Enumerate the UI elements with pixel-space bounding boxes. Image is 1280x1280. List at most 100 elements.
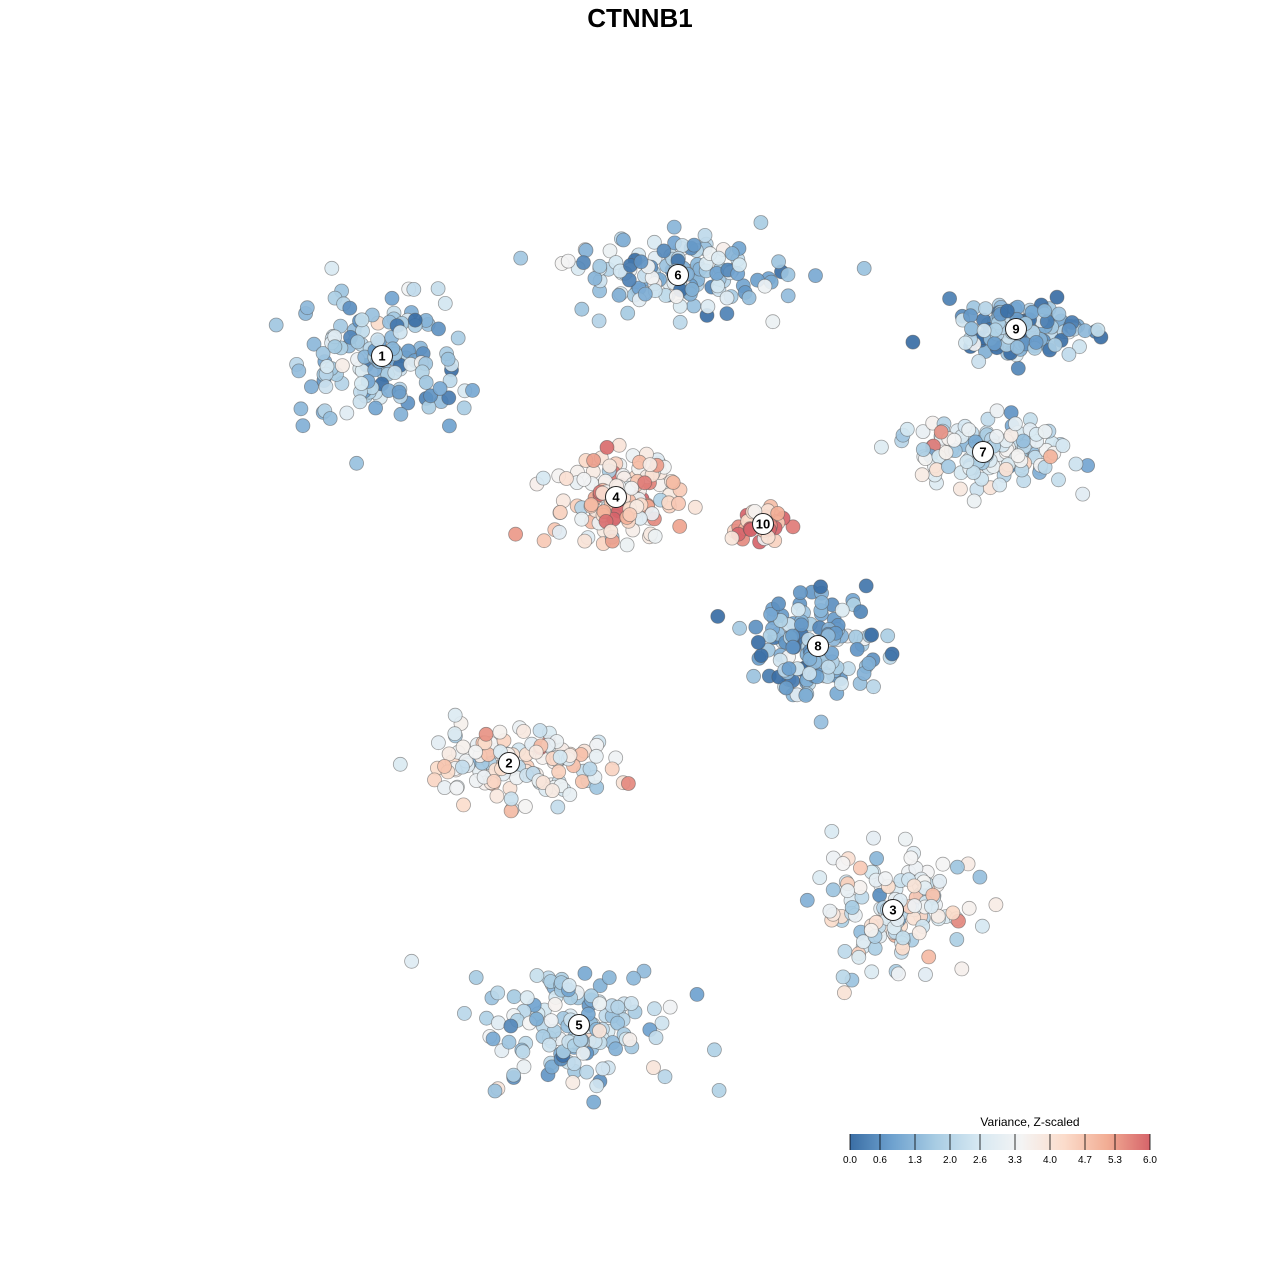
data-point: [724, 530, 740, 546]
data-point: [949, 932, 965, 947]
cluster-label-badge: [882, 899, 904, 921]
data-point: [648, 1030, 664, 1045]
data-point: [468, 970, 484, 985]
data-point: [608, 1041, 623, 1057]
cluster-label-text: 10: [756, 517, 770, 532]
cluster-label-badge: [371, 345, 393, 367]
data-point: [1009, 339, 1025, 355]
legend-tick-label: 2.0: [943, 1155, 957, 1166]
data-point: [684, 281, 700, 297]
data-point: [837, 944, 853, 959]
data-point: [719, 290, 735, 306]
data-point: [354, 376, 369, 391]
data-point: [535, 470, 551, 486]
data-point: [835, 856, 851, 871]
data-point: [903, 850, 919, 866]
data-point: [454, 759, 470, 775]
data-point: [942, 291, 957, 307]
data-point: [821, 659, 836, 675]
data-point: [624, 480, 639, 496]
data-point: [1010, 360, 1026, 376]
data-point: [303, 379, 319, 395]
cluster-label-3: 3: [882, 899, 904, 921]
legend-tick-label: 3.3: [1008, 1155, 1022, 1166]
data-point: [915, 424, 931, 440]
data-point: [393, 406, 409, 422]
data-point: [785, 519, 801, 535]
data-point: [1090, 322, 1106, 338]
data-point: [964, 321, 979, 337]
data-point: [592, 1023, 607, 1039]
data-point: [866, 679, 881, 695]
data-point: [566, 1056, 582, 1072]
data-point: [895, 930, 911, 946]
data-point: [578, 242, 594, 258]
data-point: [961, 422, 977, 438]
data-point: [430, 281, 446, 297]
data-point: [966, 465, 981, 481]
data-point: [532, 723, 548, 738]
data-point: [575, 774, 590, 789]
cluster-label-4: 4: [605, 486, 627, 508]
data-point: [418, 375, 434, 390]
data-point: [794, 617, 809, 633]
data-point: [935, 856, 951, 872]
data-point: [1061, 346, 1077, 362]
data-point: [603, 524, 619, 539]
data-point: [391, 384, 407, 400]
data-point: [781, 661, 797, 677]
data-point: [392, 756, 408, 772]
data-point: [619, 537, 635, 553]
data-point: [392, 324, 408, 340]
data-point: [646, 1060, 661, 1075]
data-point: [1010, 448, 1026, 464]
data-point: [792, 585, 808, 600]
data-point: [490, 1015, 506, 1031]
data-point: [354, 312, 370, 328]
data-point: [753, 215, 769, 230]
data-point: [318, 379, 334, 395]
data-point: [456, 1006, 472, 1021]
data-point: [528, 744, 544, 760]
data-point: [697, 227, 713, 243]
data-point: [915, 442, 931, 457]
data-point: [492, 724, 508, 740]
data-point: [441, 746, 457, 762]
data-point: [647, 234, 662, 250]
data-point: [513, 250, 529, 266]
data-point: [891, 966, 906, 982]
cluster-label-text: 7: [979, 445, 986, 460]
data-point: [529, 1011, 544, 1027]
data-point: [437, 759, 452, 774]
cluster-label-5: 5: [568, 1014, 590, 1036]
legend-tick-label: 2.6: [973, 1155, 987, 1166]
cluster-label-badge: [1005, 318, 1027, 340]
data-point: [552, 749, 568, 765]
data-point: [545, 783, 560, 798]
data-point: [293, 401, 309, 417]
data-point: [657, 1069, 673, 1085]
data-point: [486, 774, 502, 789]
data-point: [953, 481, 968, 497]
data-point: [972, 869, 988, 885]
data-point: [407, 312, 423, 328]
data-point: [654, 1015, 670, 1031]
data-point: [349, 455, 365, 471]
data-point: [437, 295, 453, 311]
data-point: [999, 303, 1015, 319]
data-point: [1061, 322, 1077, 338]
data-point: [1068, 456, 1084, 472]
data-point: [861, 656, 877, 671]
data-point: [852, 880, 868, 895]
cluster-label-9: 9: [1005, 318, 1027, 340]
data-point: [268, 317, 284, 333]
data-point: [441, 390, 457, 406]
data-point: [899, 421, 915, 437]
data-point: [637, 475, 653, 491]
data-point: [637, 286, 653, 302]
data-point: [976, 323, 992, 338]
data-point: [319, 359, 335, 374]
data-point: [864, 964, 880, 980]
data-point: [938, 445, 954, 460]
data-point: [719, 306, 735, 322]
